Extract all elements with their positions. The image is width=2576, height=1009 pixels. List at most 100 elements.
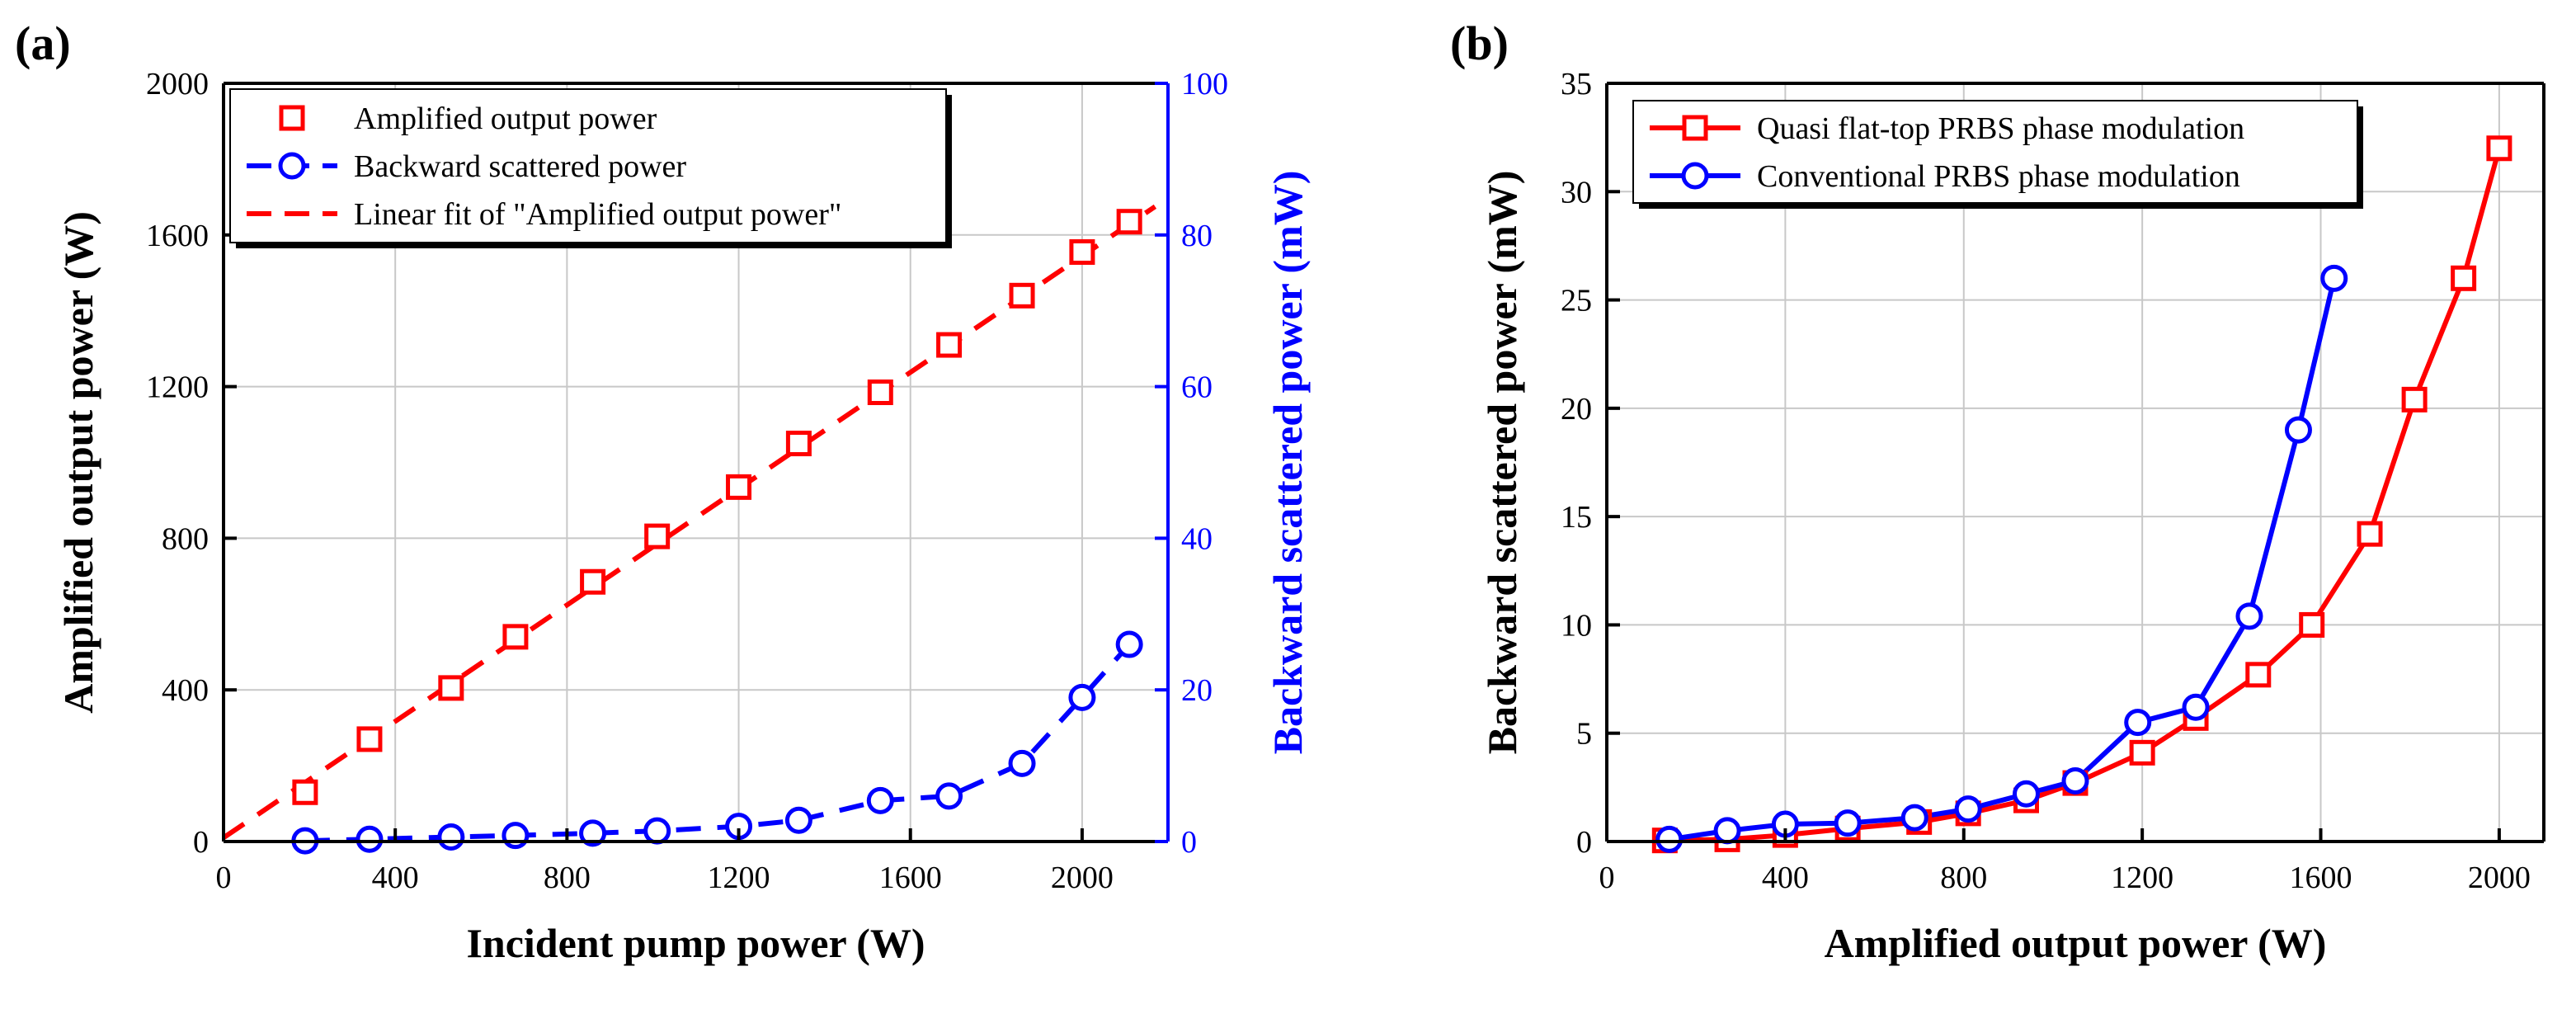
y2-axis-title: Backward scattered power (mW) bbox=[1264, 171, 1311, 755]
legend-label: Linear fit of "Amplified output power" bbox=[354, 197, 841, 232]
chart-panel-a: 0 400 800 1200 1600 2000 0 400 800 1200 1600 2000 0 2… bbox=[15, 17, 1311, 966]
series-line-0 bbox=[1665, 147, 2502, 843]
y2-tick-label: 20 bbox=[1181, 673, 1213, 708]
legend-label: Backward scattered power bbox=[354, 149, 686, 184]
data-point bbox=[1115, 630, 1143, 658]
data-point bbox=[1008, 749, 1036, 777]
axes: 0 400 800 1200 1600 2000 0 5 10 15 20 25 30 35 bbox=[1561, 67, 2545, 895]
data-point bbox=[784, 806, 812, 834]
data-point bbox=[2182, 693, 2210, 721]
data-point bbox=[1116, 209, 1142, 235]
data-point bbox=[1068, 683, 1096, 711]
data-point bbox=[935, 782, 963, 810]
series-markers-0 bbox=[292, 209, 1142, 805]
legend-marker bbox=[279, 105, 305, 131]
data-point bbox=[2284, 416, 2312, 444]
data-point bbox=[1069, 238, 1095, 265]
series-markers-1 bbox=[1655, 264, 2348, 853]
data-point bbox=[2124, 709, 2152, 737]
x-tick-label: 400 bbox=[372, 860, 419, 895]
panel-label: (a) bbox=[15, 17, 71, 70]
data-point bbox=[1834, 809, 1862, 837]
y-tick-label: 15 bbox=[1561, 500, 1592, 535]
y-tick-label: 400 bbox=[162, 673, 209, 708]
data-point bbox=[356, 825, 384, 853]
data-point bbox=[2320, 264, 2348, 292]
data-point bbox=[438, 675, 464, 701]
x-tick-label: 1200 bbox=[2111, 860, 2173, 895]
data-point bbox=[2012, 780, 2040, 808]
y-tick-label: 30 bbox=[1561, 175, 1592, 210]
y-tick-label: 1200 bbox=[146, 370, 209, 405]
legend-box bbox=[229, 88, 947, 243]
y-tick-label: 1600 bbox=[146, 219, 209, 253]
data-point bbox=[644, 523, 671, 549]
data-point bbox=[2401, 386, 2428, 413]
x-tick-label: 0 bbox=[1599, 860, 1615, 895]
legend-marker bbox=[1682, 115, 1708, 141]
data-point bbox=[2129, 739, 2155, 766]
x-tick-label: 2000 bbox=[2468, 860, 2531, 895]
data-point bbox=[2061, 766, 2089, 794]
y-tick-label: 25 bbox=[1561, 284, 1592, 318]
x-tick-label: 800 bbox=[544, 860, 591, 895]
data-point bbox=[2299, 611, 2325, 638]
data-point bbox=[2451, 265, 2477, 291]
y-tick-label: 20 bbox=[1561, 392, 1592, 427]
data-point bbox=[643, 817, 671, 845]
series-markers-1 bbox=[291, 630, 1143, 855]
legend-label: Quasi flat-top PRBS phase modulation bbox=[1757, 111, 2244, 146]
data-point bbox=[2486, 135, 2512, 162]
legend: Quasi flat-top PRBS phase modulation Conv… bbox=[1632, 100, 2363, 209]
data-point bbox=[1900, 804, 1928, 832]
y2-tick-label: 100 bbox=[1181, 67, 1228, 101]
chart-panel-b: 0 400 800 1200 1600 2000 0 5 10 15 20 25 30 35 Amplifi… bbox=[1450, 17, 2545, 966]
y-tick-label: 5 bbox=[1576, 717, 1592, 752]
y2-tick-label: 60 bbox=[1181, 370, 1213, 405]
legend-label: Amplified output power bbox=[354, 101, 657, 136]
y-tick-label: 800 bbox=[162, 521, 209, 556]
series-line-1 bbox=[304, 643, 1132, 844]
data-point bbox=[1655, 825, 1684, 853]
data-point bbox=[1713, 817, 1741, 845]
series-line-1 bbox=[1669, 277, 2337, 842]
data-point bbox=[502, 822, 530, 850]
x-tick-label: 800 bbox=[1940, 860, 1987, 895]
x-tick-label: 1600 bbox=[2290, 860, 2352, 895]
data-point bbox=[936, 332, 963, 358]
x-axis-title: Amplified output power (W) bbox=[1825, 920, 2327, 966]
x-tick-label: 1600 bbox=[879, 860, 942, 895]
y-tick-label: 0 bbox=[1576, 825, 1592, 860]
x-tick-label: 400 bbox=[1762, 860, 1809, 895]
y-axis-title: Amplified output power (W) bbox=[55, 211, 101, 714]
y2-tick-label: 0 bbox=[1181, 825, 1197, 860]
y-tick-label: 10 bbox=[1561, 608, 1592, 643]
data-point bbox=[2357, 521, 2383, 547]
x-tick-label: 2000 bbox=[1051, 860, 1114, 895]
legend-marker bbox=[278, 152, 306, 180]
legend: Amplified output power Backward scattered… bbox=[229, 88, 952, 248]
data-point bbox=[726, 474, 752, 500]
legend-label: Conventional PRBS phase modulation bbox=[1757, 159, 2240, 194]
data-point bbox=[579, 819, 607, 847]
x-axis-title: Incident pump power (W) bbox=[466, 920, 925, 966]
data-point bbox=[356, 726, 383, 752]
y-axis-title: Backward scattered power (mW) bbox=[1479, 171, 1525, 755]
data-point bbox=[2235, 602, 2263, 630]
data-point bbox=[785, 431, 812, 457]
y2-tick-label: 40 bbox=[1181, 521, 1213, 556]
data-point bbox=[292, 779, 318, 805]
x-tick-label: 0 bbox=[216, 860, 232, 895]
data-point bbox=[502, 624, 529, 650]
data-point bbox=[1954, 795, 1982, 823]
data-point bbox=[437, 823, 465, 851]
y-tick-label: 35 bbox=[1561, 67, 1592, 101]
legend-box bbox=[1632, 100, 2358, 204]
y-tick-label: 0 bbox=[193, 825, 209, 860]
y2-tick-label: 80 bbox=[1181, 219, 1213, 253]
axes: 0 400 800 1200 1600 2000 0 400 800 1200 1600 2000 0 2… bbox=[146, 67, 1228, 895]
data-point bbox=[867, 379, 893, 405]
data-point bbox=[866, 786, 894, 814]
y-tick-label: 2000 bbox=[146, 67, 209, 101]
